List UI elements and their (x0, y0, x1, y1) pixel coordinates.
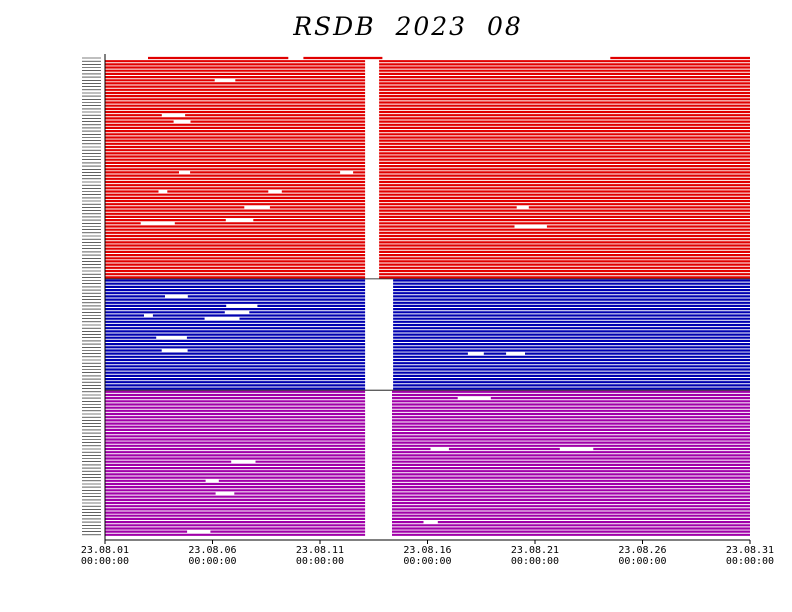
x-tick-label-time: 00:00:00 (81, 556, 129, 567)
x-tick-label-time: 00:00:00 (511, 556, 559, 567)
x-tick-label-date: 23.08.16 (403, 545, 451, 556)
x-tick-label-date: 23.08.06 (188, 545, 236, 556)
x-tick-label-date: 23.08.11 (296, 545, 344, 556)
x-tick-label-date: 23.08.26 (618, 545, 666, 556)
x-tick-label-date: 23.08.31 (726, 545, 774, 556)
x-tick-label-time: 00:00:00 (618, 556, 666, 567)
x-tick-label-date: 23.08.01 (81, 545, 129, 556)
x-tick-label-time: 00:00:00 (403, 556, 451, 567)
x-tick-label-time: 00:00:00 (188, 556, 236, 567)
x-tick-label-time: 00:00:00 (726, 556, 774, 567)
x-tick-label-time: 00:00:00 (296, 556, 344, 567)
chart-title: RSDB 2023 08 (293, 12, 523, 41)
x-tick-label-date: 23.08.21 (511, 545, 559, 556)
